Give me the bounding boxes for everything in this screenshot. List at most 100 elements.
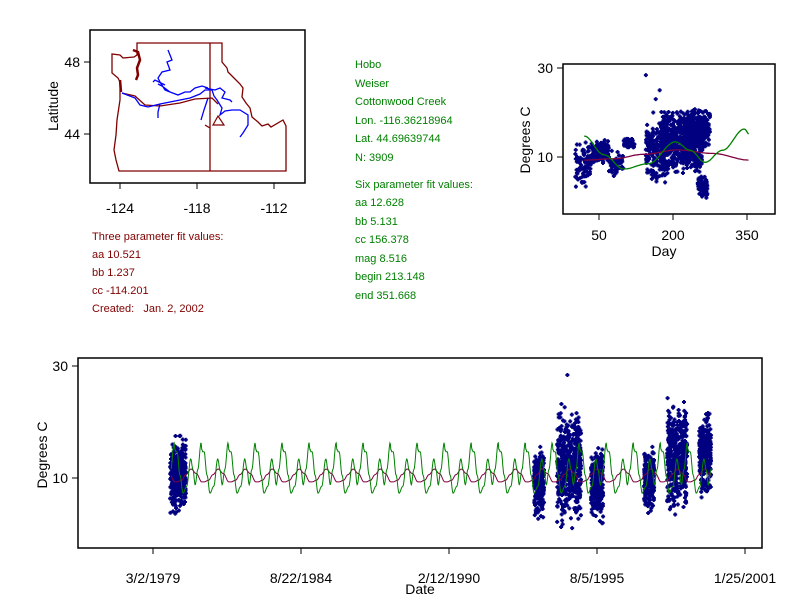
data-point (642, 496, 647, 501)
data-point (648, 508, 653, 513)
data-point (673, 454, 678, 459)
data-point (695, 121, 700, 126)
data-point (684, 491, 689, 496)
data-point (619, 159, 624, 164)
data-point (179, 495, 184, 500)
data-point (533, 454, 538, 459)
data-point (629, 140, 634, 145)
data-point (665, 459, 670, 464)
data-point (646, 511, 651, 516)
data-point (705, 411, 710, 416)
data-point (661, 156, 666, 161)
data-point (565, 497, 570, 502)
data-point (533, 483, 538, 488)
data-point (643, 500, 648, 505)
data-point (707, 465, 712, 470)
data-point (680, 432, 685, 437)
data-point (675, 502, 680, 507)
rivers (121, 49, 249, 138)
data-point (613, 171, 618, 176)
three-parameter-fit: Three parameter fit values: aa 10.521 bb… (92, 231, 223, 321)
data-point (660, 134, 665, 139)
data-point (555, 447, 560, 452)
data-point (555, 500, 560, 505)
data-point (560, 518, 565, 523)
data-point (707, 423, 712, 428)
data-point (168, 496, 173, 501)
data-point (574, 170, 579, 175)
data-point (696, 114, 701, 119)
data-point (644, 137, 649, 142)
data-point (646, 155, 651, 160)
data-point (679, 160, 684, 165)
data-point (675, 420, 680, 425)
data-point (556, 415, 561, 420)
y-axis-label: Degrees C (34, 422, 50, 489)
data-point (532, 513, 537, 518)
data-point (705, 416, 710, 421)
site-line: N: 3909 (355, 151, 394, 164)
data-point (580, 171, 585, 176)
data-point (702, 174, 707, 179)
data-point (704, 195, 709, 200)
data-point (568, 479, 573, 484)
data-point (540, 474, 545, 479)
data-point (168, 510, 173, 515)
data-point (685, 109, 690, 114)
data-point (688, 138, 693, 143)
data-point (610, 165, 615, 170)
data-point (695, 133, 700, 138)
data-point (678, 154, 683, 159)
data-point (611, 174, 616, 179)
site-marker (211, 114, 226, 126)
data-point (662, 114, 667, 119)
data-point (673, 163, 678, 168)
data-point (671, 165, 676, 170)
data-point (676, 413, 681, 418)
data-point (183, 447, 188, 452)
data-point (607, 169, 612, 174)
map-frame (89, 29, 306, 184)
data-point (700, 147, 705, 152)
date-scatter-panel: 3/2/1979 8/22/1984 2/12/1990 8/5/1995 1/25/2… (34, 357, 776, 597)
data-point (590, 493, 595, 498)
data-point (677, 122, 682, 127)
data-point (657, 174, 662, 179)
data-point (576, 436, 581, 441)
data-point (556, 444, 561, 449)
data-point (534, 506, 539, 511)
data-point (575, 500, 580, 505)
data-point (668, 135, 673, 140)
data-point (559, 512, 564, 517)
data-point (565, 428, 570, 433)
y-tick-label: 44 (64, 126, 80, 142)
data-point (687, 145, 692, 150)
data-point (643, 455, 648, 460)
data-point (559, 437, 564, 442)
data-point (576, 516, 581, 521)
y-tick-label: 48 (64, 54, 80, 70)
data-point (707, 483, 712, 488)
data-point (601, 514, 606, 519)
data-point (657, 88, 662, 93)
data-point (666, 414, 671, 419)
data-point (701, 483, 706, 488)
data-point (171, 509, 176, 514)
y-axis-label: Degrees C (517, 107, 533, 174)
data-point (704, 179, 709, 184)
data-point (561, 434, 566, 439)
data-point (577, 176, 582, 181)
data-point (564, 491, 569, 496)
x-tick-label: 50 (591, 227, 607, 243)
data-point (170, 486, 175, 491)
data-point (173, 485, 178, 490)
data-point (671, 423, 676, 428)
data-point (683, 484, 688, 489)
data-point (559, 524, 564, 529)
data-point (667, 417, 672, 422)
data-point (675, 437, 680, 442)
data-point (651, 497, 656, 502)
data-point (705, 444, 710, 449)
data-point (622, 137, 627, 142)
